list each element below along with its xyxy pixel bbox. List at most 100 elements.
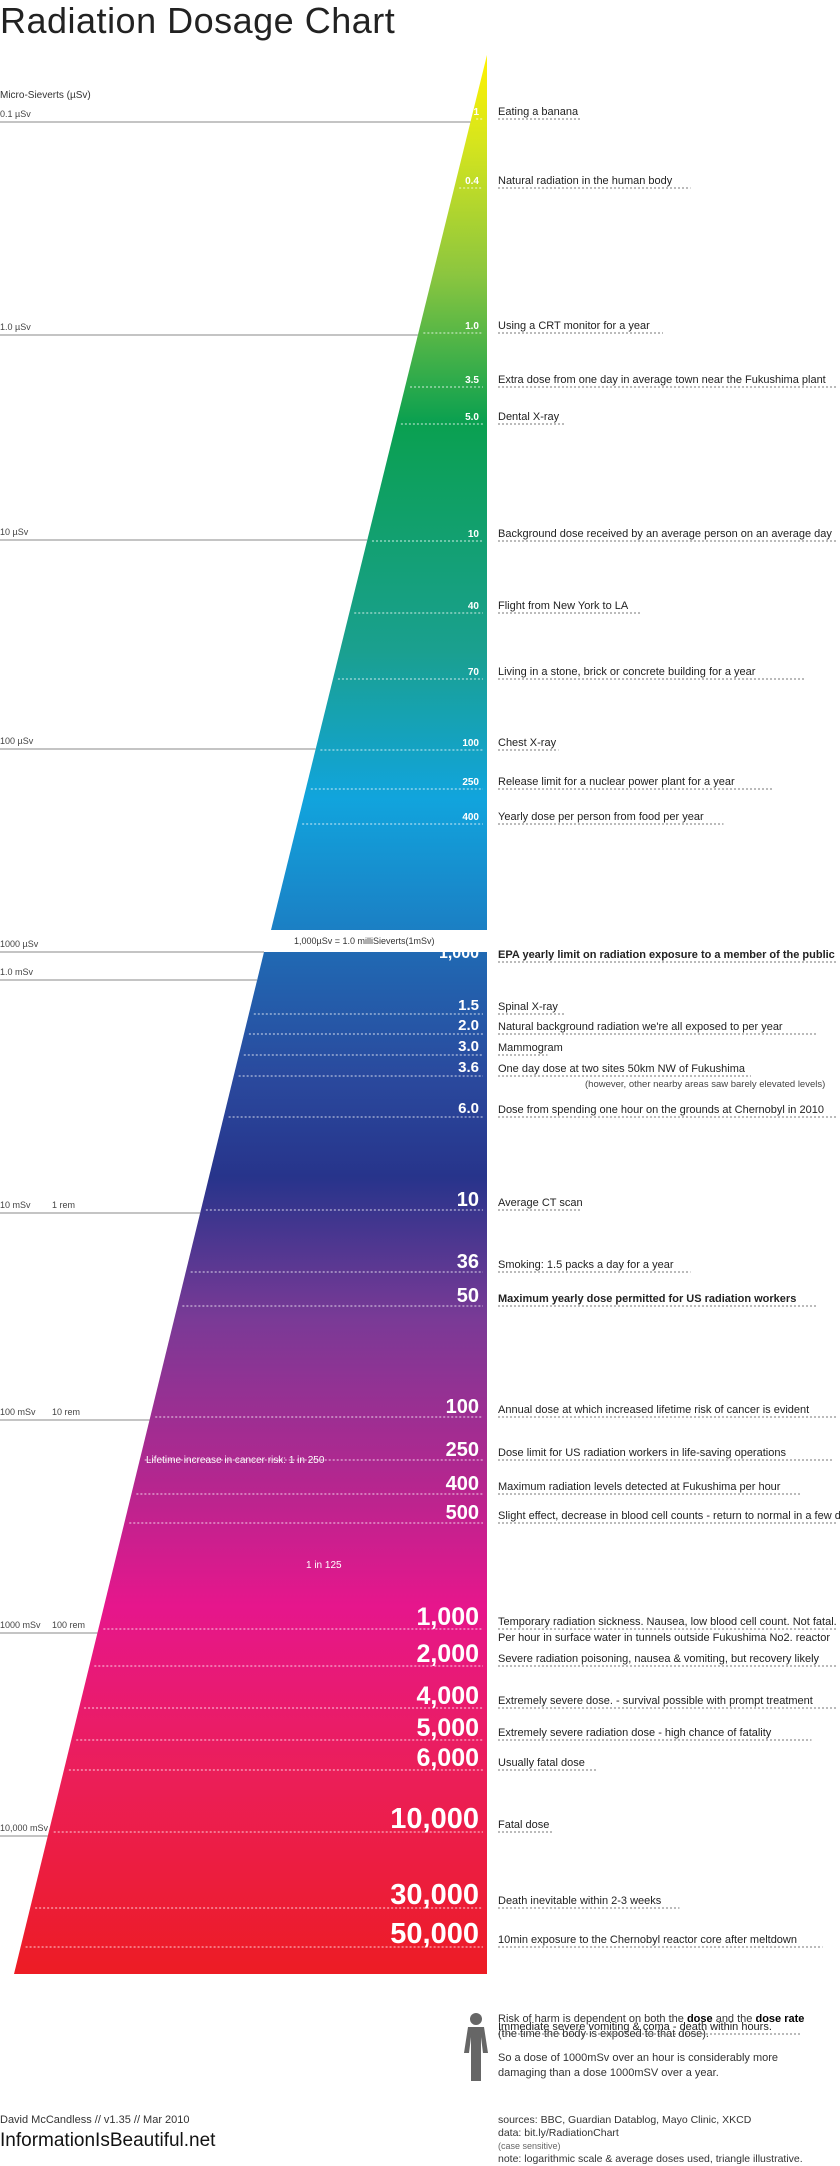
reference-line-label: 1.0 µSv: [0, 322, 31, 332]
entry-label: Smoking: 1.5 packs a day for a year: [498, 1259, 674, 1271]
entry-row: 6.0 Dose from spending one hour on the gr…: [228, 1100, 836, 1118]
entry-label: Dose limit for US radiation workers in l…: [498, 1447, 786, 1459]
reference-line-label: 100 mSv: [0, 1407, 36, 1417]
reference-line-label: 10 µSv: [0, 527, 29, 537]
entry-value: 500: [446, 1502, 479, 1524]
entry-label: Using a CRT monitor for a year: [498, 320, 650, 332]
reference-line-label: 100 µSv: [0, 736, 34, 746]
entry-value: 36: [457, 1251, 479, 1273]
entry-value: 5.0: [465, 412, 479, 423]
entry-value: 3.5: [465, 375, 479, 386]
entry-label: Average CT scan: [498, 1197, 583, 1209]
reference-line-label: 1.0 mSv: [0, 967, 34, 977]
data-link-line[interactable]: data: bit.ly/RadiationChart (case sensit…: [498, 2127, 619, 2151]
entry-label: Extremely severe dose. - survival possib…: [498, 1695, 813, 1707]
entry-value: 1,000: [416, 1603, 479, 1631]
entry-note: (however, other nearby areas saw barely …: [585, 1079, 825, 1090]
entry-row: 3.0 Mammogram: [243, 1038, 563, 1056]
entry-value: 2.0: [458, 1017, 479, 1034]
entry-label: Yearly dose per person from food per yea…: [498, 811, 704, 823]
entry-label: Annual dose at which increased lifetime …: [498, 1404, 809, 1416]
entry-value: 250: [446, 1439, 479, 1461]
entry-row: 1.0 Using a CRT monitor for a year: [423, 320, 663, 334]
entry-row: 1 Eating a banana: [473, 106, 581, 120]
page-title: Radiation Dosage Chart: [0, 0, 396, 41]
entry-row: 1,000 Temporary radiation sickness. Nause…: [103, 1603, 837, 1644]
entry-label: Flight from New York to LA: [498, 600, 629, 612]
entry-value: 6.0: [458, 1100, 479, 1117]
entry-row: 40 Flight from New York to LA: [354, 600, 641, 614]
entry-label: Dose from spending one hour on the groun…: [498, 1104, 824, 1116]
entry-marks: 1 Eating a banana 0.4 Natural radiation in …: [4, 106, 840, 2037]
entry-row: 2.0 Natural background radiation we're al…: [248, 1017, 817, 1035]
entry-row: 3.6 One day dose at two sites 50km NW of …: [238, 1059, 825, 1090]
reference-line-label: 1 rem: [52, 1200, 75, 1210]
risk-note-p2: So a dose of 1000mSv over an hour is con…: [498, 2052, 779, 2079]
entry-value: 0.4: [465, 176, 479, 187]
entry-label: Extremely severe radiation dose - high c…: [498, 1727, 772, 1739]
entry-row: 100 Annual dose at which increased lifeti…: [155, 1396, 836, 1418]
entry-value: 1.0: [465, 321, 479, 332]
entry-label: Maximum yearly dose permitted for US rad…: [498, 1293, 796, 1305]
entry-label: Background dose received by an average p…: [498, 528, 832, 540]
entry-value: 1,000: [439, 945, 479, 962]
entry-label: 10min exposure to the Chernobyl reactor …: [498, 1934, 797, 1946]
entry-label: Natural background radiation we're all e…: [498, 1021, 783, 1033]
entry-row: 70 Living in a stone, brick or concrete b…: [337, 666, 806, 680]
entry-value: 10: [457, 1189, 479, 1211]
entry-label: Slight effect, decrease in blood cell co…: [498, 1510, 840, 1522]
entry-row: 100 Chest X-ray: [320, 737, 559, 751]
entry-label: Living in a stone, brick or concrete bui…: [498, 666, 756, 678]
triangle-millisievert: [14, 952, 487, 1974]
entry-row: 250 Dose limit for US radiation workers i…: [144, 1439, 834, 1461]
units-label: Micro-Sieverts (µSv): [0, 90, 91, 101]
reference-line-label: 100 rem: [52, 1620, 85, 1630]
entry-value: 3.6: [458, 1059, 479, 1076]
entry-label: Chest X-ray: [498, 737, 557, 749]
entry-value: 10,000: [390, 1803, 479, 1835]
entry-label: Severe radiation poisoning, nausea & vom…: [498, 1653, 820, 1665]
entry-row: 36 Smoking: 1.5 packs a day for a year: [190, 1251, 691, 1273]
entry-value: 100: [462, 738, 479, 749]
entry-label: Death inevitable within 2-3 weeks: [498, 1895, 662, 1907]
entry-row: 250 Release limit for a nuclear power pla…: [310, 776, 773, 790]
entry-value: 1.5: [458, 997, 479, 1014]
entry-row: 5.0 Dental X-ray: [400, 411, 564, 425]
site-link[interactable]: InformationIsBeautiful.net: [0, 2130, 216, 2151]
entry-row: 50,000 10min exposure to the Chernobyl re…: [25, 1918, 823, 1950]
entry-row: 50 Maximum yearly dose permitted for US r…: [182, 1285, 817, 1307]
entry-label: Mammogram: [498, 1042, 563, 1054]
sources-block: sources: BBC, Guardian Datablog, Mayo Cl…: [498, 2114, 803, 2166]
entry-row: 4,000 Extremely severe dose. - survival p…: [84, 1682, 836, 1710]
entry-value: 30,000: [390, 1879, 479, 1911]
entry-row: 1.5 Spinal X-ray: [253, 997, 564, 1015]
entry-value: 100: [446, 1396, 479, 1418]
entry-value: 250: [462, 777, 479, 788]
entry-value: 40: [468, 601, 480, 612]
reference-lines: 0.1 µSv 1.0 µSv 10 µSv 100 µSv 1000 µSv 1.0 m…: [0, 109, 471, 1837]
entry-label: Spinal X-ray: [498, 1001, 558, 1013]
entry-label: Temporary radiation sickness. Nausea, lo…: [498, 1616, 837, 1628]
entry-value: 400: [462, 812, 479, 823]
entry-label: Maximum radiation levels detected at Fuk…: [498, 1481, 781, 1493]
entry-label: Immediate severe vomiting & coma - death…: [498, 2021, 772, 2033]
entry-value: 4,000: [416, 1682, 479, 1710]
conversion-note: 1,000µSv = 1.0 milliSieverts(1mSv): [294, 936, 435, 946]
risk-note: Risk of harm is dependent on both the do…: [498, 2012, 818, 2090]
entry-row: 6,000 Usually fatal dose: [68, 1744, 597, 1772]
entry-row: 10,000 Fatal dose: [53, 1803, 553, 1835]
side-annotation: Lifetime increase in cancer risk: 1 in 2…: [146, 1455, 325, 1466]
entry-label: One day dose at two sites 50km NW of Fuk…: [498, 1063, 746, 1075]
side-annotation: 1 in 125: [306, 1560, 342, 1571]
entry-value: 10: [468, 529, 480, 540]
entry-value: 70: [468, 667, 480, 678]
human-figure-icon: [464, 2013, 488, 2081]
reference-line-label: 10 rem: [52, 1407, 80, 1417]
entry-value: 6,000: [416, 1744, 479, 1772]
entry-label: Usually fatal dose: [498, 1757, 585, 1769]
entry-row: 3.5 Extra dose from one day in average to…: [410, 374, 836, 388]
entry-value: 50: [457, 1285, 479, 1307]
sources-line: sources: BBC, Guardian Datablog, Mayo Cl…: [498, 2114, 752, 2126]
entry-row: 400 Maximum radiation levels detected at …: [136, 1473, 801, 1495]
